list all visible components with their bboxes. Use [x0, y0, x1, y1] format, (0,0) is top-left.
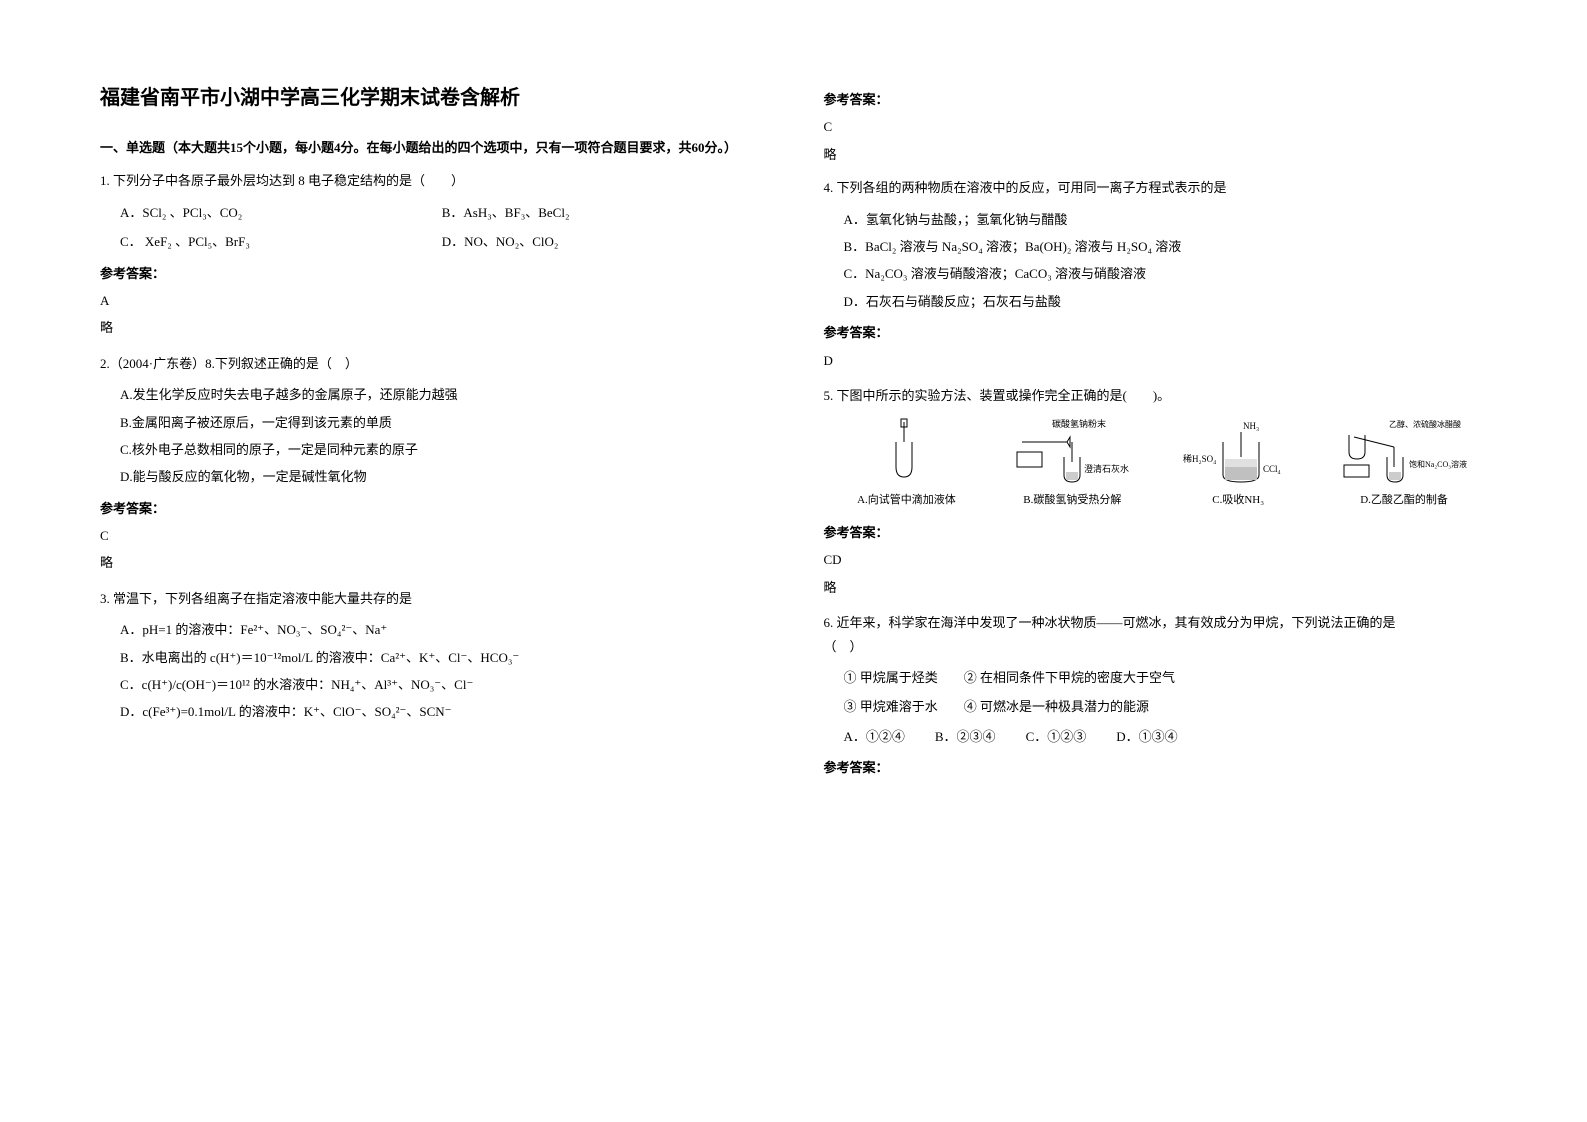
q6-opt-b: B．②③④: [935, 725, 996, 748]
q3-answer: C: [824, 115, 1488, 138]
q3-opt-c: C．c(H⁺)/c(OH⁻)＝10¹² 的水溶液中：NH₄⁺、Al³⁺、NO₃⁻…: [120, 673, 764, 696]
q6-opt-c: C．①②③: [1026, 725, 1087, 748]
q2-answer: C: [100, 524, 764, 547]
answer-label: 参考答案：: [824, 321, 1488, 344]
q1-note: 略: [100, 316, 764, 339]
q6-sub2: ③ 甲烷难溶于水 ④ 可燃冰是一种极具潜力的能源: [844, 695, 1488, 718]
apparatus-b-icon: 碳酸氢钠粉末 澄清石灰水: [1012, 417, 1132, 487]
apparatus-d-icon: 乙醇、浓硫酸冰醋酸 饱和Na₂CO₃溶液: [1339, 417, 1469, 487]
fig-d-caption: D.乙酸乙酯的制备: [1321, 491, 1487, 511]
q5-text: 5. 下图中所示的实验方法、装置或操作完全正确的是( )。: [824, 384, 1488, 407]
q1-opt-d: D．NO、NO₂、ClO₂: [442, 230, 764, 253]
right-column: 参考答案： C 略 4. 下列各组的两种物质在溶液中的反应，可用同一离子方程式表…: [824, 80, 1488, 1042]
question-6: 6. 近年来，科学家在海洋中发现了一种冰状物质——可燃冰，其有效成分为甲烷，下列…: [824, 611, 1488, 779]
q4-answer: D: [824, 349, 1488, 372]
svg-text:乙醇、浓硫酸冰醋酸: 乙醇、浓硫酸冰醋酸: [1389, 419, 1461, 429]
q3-text: 3. 常温下，下列各组离子在指定溶液中能大量共存的是: [100, 587, 764, 610]
q2-opt-d: D.能与酸反应的氧化物，一定是碱性氧化物: [120, 465, 764, 488]
question-3: 3. 常温下，下列各组离子在指定溶液中能大量共存的是 A．pH=1 的溶液中：F…: [100, 587, 764, 724]
q5-answer: CD: [824, 548, 1488, 571]
section-header: 一、单选题（本大题共15个小题，每小题4分。在每小题给出的四个选项中，只有一项符…: [100, 136, 764, 159]
answer-label: 参考答案：: [824, 88, 1488, 111]
question-2: 2.（2004·广东卷）8.下列叙述正确的是（ ） A.发生化学反应时失去电子越…: [100, 352, 764, 575]
q1-text: 1. 下列分子中各原子最外层均达到 8 电子稳定结构的是（ ）: [100, 169, 764, 192]
q4-opt-c: C．Na₂CO₃ 溶液与硝酸溶液；CaCO₃ 溶液与硝酸溶液: [844, 262, 1488, 285]
q2-note: 略: [100, 551, 764, 574]
q2-opt-a: A.发生化学反应时失去电子越多的金属原子，还原能力越强: [120, 383, 764, 406]
answer-label: 参考答案：: [100, 497, 764, 520]
question-5: 5. 下图中所示的实验方法、装置或操作完全正确的是( )。 A.向试管中滴加液体…: [824, 384, 1488, 599]
q6-opt-a: A．①②④: [844, 725, 905, 748]
svg-text:澄清石灰水: 澄清石灰水: [1084, 463, 1129, 474]
q4-opt-b: B．BaCl₂ 溶液与 Na₂SO₄ 溶液；Ba(OH)₂ 溶液与 H₂SO₄ …: [844, 235, 1488, 258]
q5-note: 略: [824, 576, 1488, 599]
q6-sub1: ① 甲烷属于烃类 ② 在相同条件下甲烷的密度大于空气: [844, 666, 1488, 689]
q3-opt-d: D．c(Fe³⁺)=0.1mol/L 的溶液中：K⁺、ClO⁻、SO₄²⁻、SC…: [120, 700, 764, 723]
svg-text:碳酸氢钠粉末: 碳酸氢钠粉末: [1052, 418, 1106, 429]
apparatus-a-icon: [876, 417, 936, 487]
answer-label: 参考答案：: [824, 756, 1488, 779]
svg-text:NH₃: NH₃: [1243, 421, 1259, 431]
q6-opt-d: D．①③④: [1116, 725, 1177, 748]
figure-b: 碳酸氢钠粉末 澄清石灰水 B.碳酸氢钠受热分解: [989, 417, 1155, 511]
q1-answer: A: [100, 289, 764, 312]
fig-c-caption: C.吸收NH₃: [1155, 491, 1321, 511]
fig-a-caption: A.向试管中滴加液体: [824, 491, 990, 511]
svg-text:CCl₄: CCl₄: [1263, 464, 1281, 474]
q2-opt-c: C.核外电子总数相同的原子，一定是同种元素的原子: [120, 438, 764, 461]
answer-label: 参考答案：: [824, 521, 1488, 544]
answer-label: 参考答案：: [100, 262, 764, 285]
q1-opt-c: C． XeF₂ 、PCl₅、BrF₃: [120, 230, 442, 253]
svg-text:饱和Na₂CO₃溶液: 饱和Na₂CO₃溶液: [1409, 459, 1467, 469]
left-column: 福建省南平市小湖中学高三化学期末试卷含解析 一、单选题（本大题共15个小题，每小…: [100, 80, 764, 1042]
apparatus-c-icon: NH₃ 稀H₂SO₄ CCl₄: [1183, 417, 1293, 487]
figure-c: NH₃ 稀H₂SO₄ CCl₄ C.吸收NH₃: [1155, 417, 1321, 511]
q4-opt-d: D．石灰石与硝酸反应；石灰石与盐酸: [844, 290, 1488, 313]
question-1: 1. 下列分子中各原子最外层均达到 8 电子稳定结构的是（ ） A．SCl₂ 、…: [100, 169, 764, 339]
q4-text: 4. 下列各组的两种物质在溶液中的反应，可用同一离子方程式表示的是: [824, 176, 1488, 199]
svg-text:稀H₂SO₄: 稀H₂SO₄: [1183, 453, 1216, 464]
q3-opt-a: A．pH=1 的溶液中：Fe²⁺、NO₃⁻、SO₄²⁻、Na⁺: [120, 618, 764, 641]
figure-a: A.向试管中滴加液体: [824, 417, 990, 511]
figure-row: A.向试管中滴加液体 碳酸氢钠粉末 澄清石灰水 B.碳酸氢钠受热分解: [824, 417, 1488, 511]
question-4: 4. 下列各组的两种物质在溶液中的反应，可用同一离子方程式表示的是 A．氢氧化钠…: [824, 176, 1488, 372]
q1-opt-a: A．SCl₂ 、PCl₃、CO₂: [120, 201, 442, 224]
q2-text: 2.（2004·广东卷）8.下列叙述正确的是（ ）: [100, 352, 764, 375]
figure-d: 乙醇、浓硫酸冰醋酸 饱和Na₂CO₃溶液 D.乙酸乙酯的制备: [1321, 417, 1487, 511]
q6-text: 6. 近年来，科学家在海洋中发现了一种冰状物质——可燃冰，其有效成分为甲烷，下列…: [824, 611, 1488, 658]
document-title: 福建省南平市小湖中学高三化学期末试卷含解析: [100, 80, 764, 116]
q3-opt-b: B．水电离出的 c(H⁺)＝10⁻¹²mol/L 的溶液中：Ca²⁺、K⁺、Cl…: [120, 646, 764, 669]
fig-b-caption: B.碳酸氢钠受热分解: [989, 491, 1155, 511]
q2-opt-b: B.金属阳离子被还原后，一定得到该元素的单质: [120, 411, 764, 434]
q3-note: 略: [824, 143, 1488, 166]
q1-opt-b: B．AsH₃、BF₃、BeCl₂: [442, 201, 764, 224]
q4-opt-a: A．氢氧化钠与盐酸，；氢氧化钠与醋酸: [844, 208, 1488, 231]
